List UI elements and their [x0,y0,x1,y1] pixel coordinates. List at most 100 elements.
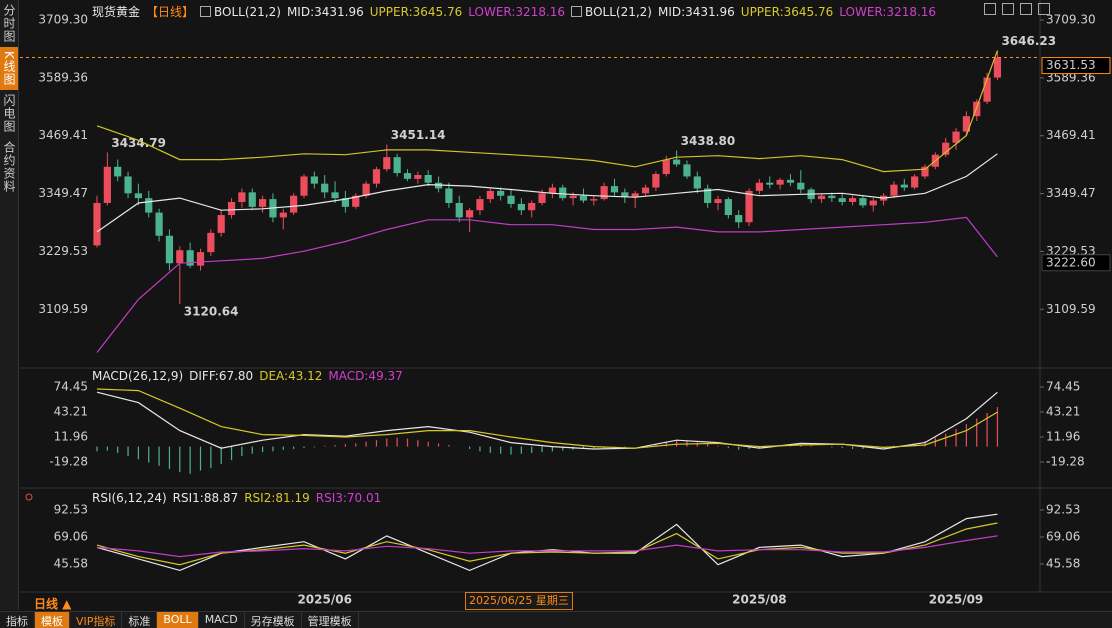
y-tick-label: 3709.30 [38,13,88,27]
candle-body [704,188,712,203]
toolbar-button[interactable]: VIP指标 [70,612,123,628]
toolbar-icon[interactable] [1038,3,1050,15]
low-label: 3120.64 [184,304,239,318]
candle-body [497,190,505,196]
last-price-box [1041,57,1111,75]
high-label: 3438.80 [681,134,736,148]
candle-body [776,179,784,185]
y-tick-label: 3349.47 [38,186,88,200]
candle-body [673,159,681,165]
candle-body [755,182,763,191]
y-tick-label: 3589.36 [38,70,88,84]
toolbar-button[interactable]: 指标 [0,612,35,628]
toolbar-button[interactable]: 另存模板 [245,612,302,628]
y-tick-label: 3469.41 [1046,128,1096,142]
legend-item: UPPER:3645.76 [369,5,463,19]
candle-body [186,250,194,266]
toolbar-button[interactable]: BOLL [157,612,199,628]
candle-body [362,183,370,196]
candle-body [114,166,122,177]
candle-body [248,192,256,207]
candle-body [414,174,422,179]
candle-body [259,199,267,207]
candle-body [103,166,111,203]
candle-body [310,176,318,184]
y-tick-label: 43.21 [1046,404,1080,418]
candle-body [890,184,898,196]
toolbar-button[interactable]: 管理模板 [302,612,359,628]
candle-body [828,195,836,199]
indicator-header: MACD(26,12,9) DIFF:67.80 DEA:43.12 MACD:49.… [92,369,409,383]
candle-body [176,250,184,264]
toolbar-button[interactable]: 模板 [35,612,70,628]
candle-body [569,195,577,199]
candle-body [942,142,950,155]
legend-item: UPPER:3645.76 [740,5,834,19]
candle-body [579,195,588,201]
candle-body [238,192,246,203]
candle-body [745,190,753,223]
candle-body [559,187,567,199]
candle-body [466,210,474,218]
y-tick-label: 11.96 [1046,429,1080,443]
indicator-header: RSI(6,12,24) RSI1:88.87 RSI2:81.19 RSI3:70.… [92,491,387,505]
toolbar-icon[interactable] [1002,3,1014,15]
candle-body [93,202,101,246]
legend-item: DEA:43.12 [259,369,323,383]
cursor-date: 2025/06/25 星期三 [465,592,573,610]
candle-body [476,199,484,211]
indicator-line [96,50,998,173]
toolbar-button[interactable]: MACD [199,612,245,628]
sidebar-tab[interactable]: K线图 [0,47,18,90]
candle-body [662,159,670,175]
candle-body [610,186,619,193]
candle-body [590,199,598,201]
candle-body [952,131,960,143]
candle-body [424,174,432,183]
candle-body [507,195,515,204]
candle-body [859,198,867,206]
y-tick-label: 92.53 [54,502,88,516]
high-label: 3646.23 [1001,34,1056,48]
candle-body [797,182,805,190]
candle-body [393,157,401,174]
rsi-icon [25,493,33,501]
period-selector[interactable]: 日线 ▲ [34,597,72,611]
indicator-line [96,153,998,233]
candle-body [786,179,795,183]
y-tick-label: 45.58 [1046,557,1080,571]
candle-body [683,164,691,177]
candle-body [165,235,174,264]
legend-item: MID:3431.96 [657,5,735,19]
candle-body [993,57,1002,78]
candle-body [983,77,991,102]
legend-item: BOLL(21,2) [214,5,281,19]
y-tick-label: 3109.59 [1046,302,1096,316]
candle-body [403,173,412,179]
sidebar-tab[interactable]: 闪电图 [2,93,16,133]
candle-body [486,190,494,200]
candle-body [445,188,453,203]
toolbar-icon[interactable] [984,3,996,15]
toolbar-button[interactable]: 标准 [122,612,158,628]
candle-body [217,215,225,233]
sidebar-tab[interactable]: 合约资料 [2,140,16,193]
y-tick-label: 45.58 [54,557,88,571]
toolbar-icon[interactable] [1020,3,1032,15]
candle-body [724,199,732,216]
candle-body [921,166,929,177]
sidebar-tab[interactable]: 分时图 [2,4,16,43]
candle-body [300,176,308,196]
candle-body [290,195,298,213]
y-tick-label: 69.06 [54,529,88,543]
x-tick-label: 2025/08 [732,593,786,607]
indicator-line [96,522,998,566]
legend-item: MID:3431.96 [286,5,364,19]
candle-body [848,198,857,203]
y-tick-label: 74.45 [1046,380,1080,394]
candle-body [621,192,629,198]
candle-body [962,116,970,132]
candle-body [352,195,360,207]
